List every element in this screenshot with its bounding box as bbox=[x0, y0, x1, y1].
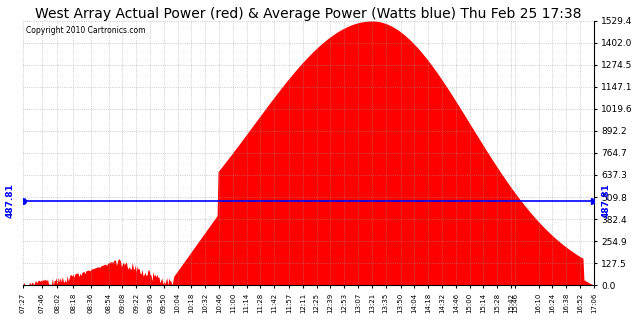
Text: 487.81: 487.81 bbox=[6, 183, 15, 218]
Title: West Array Actual Power (red) & Average Power (Watts blue) Thu Feb 25 17:38: West Array Actual Power (red) & Average … bbox=[35, 7, 582, 21]
Text: Copyright 2010 Cartronics.com: Copyright 2010 Cartronics.com bbox=[26, 26, 145, 35]
Text: 487.81: 487.81 bbox=[602, 183, 611, 218]
